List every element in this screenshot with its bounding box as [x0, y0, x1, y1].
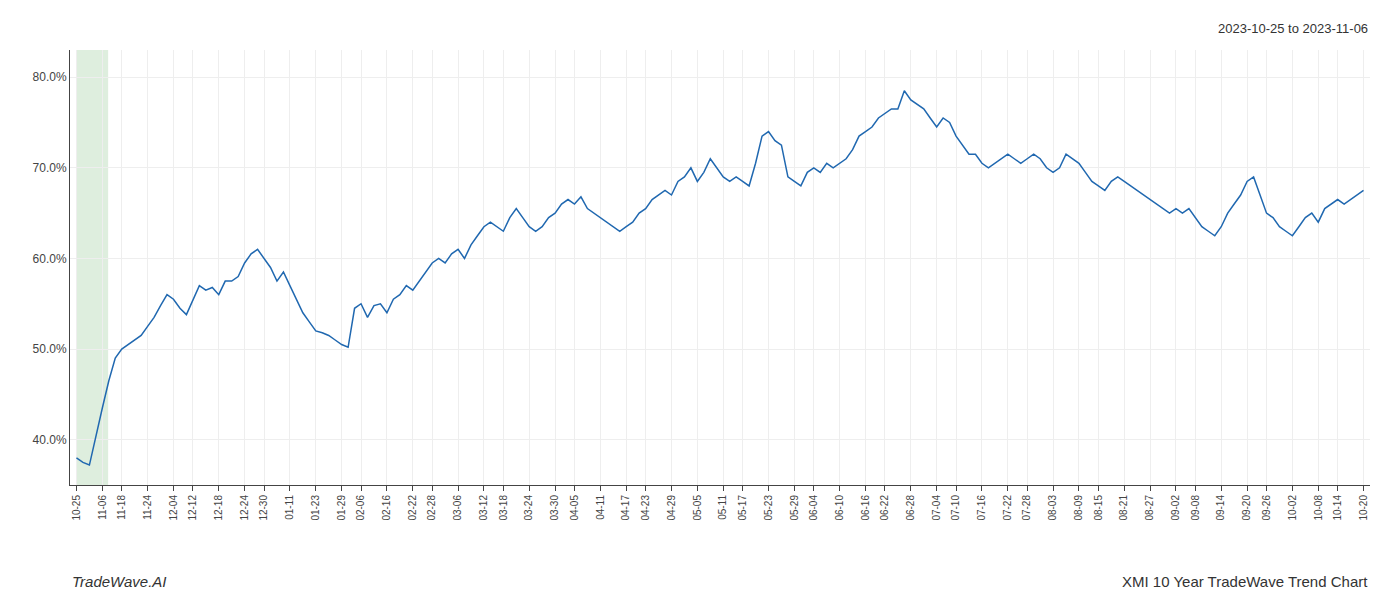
svg-text:08-21: 08-21: [1118, 495, 1129, 521]
svg-text:05-17: 05-17: [737, 495, 748, 521]
svg-text:09-08: 09-08: [1190, 495, 1201, 521]
svg-text:80.0%: 80.0%: [33, 70, 67, 84]
svg-text:01-29: 01-29: [336, 495, 347, 521]
svg-text:07-04: 07-04: [931, 495, 942, 521]
svg-text:03-24: 03-24: [523, 495, 534, 521]
svg-text:09-20: 09-20: [1241, 495, 1252, 521]
svg-text:08-27: 08-27: [1144, 495, 1155, 521]
svg-text:01-23: 01-23: [310, 495, 321, 521]
svg-text:02-22: 02-22: [407, 495, 418, 521]
svg-text:12-30: 12-30: [258, 495, 269, 521]
svg-text:06-16: 06-16: [860, 495, 871, 521]
svg-text:09-14: 09-14: [1215, 495, 1226, 521]
svg-text:04-17: 04-17: [620, 495, 631, 521]
svg-text:08-15: 08-15: [1093, 495, 1104, 521]
svg-text:40.0%: 40.0%: [33, 433, 67, 447]
svg-text:06-04: 06-04: [808, 495, 819, 521]
svg-text:05-29: 05-29: [789, 495, 800, 521]
svg-text:05-05: 05-05: [692, 495, 703, 521]
svg-text:06-28: 06-28: [905, 495, 916, 521]
svg-text:09-26: 09-26: [1261, 495, 1272, 521]
svg-text:03-30: 03-30: [549, 495, 560, 521]
svg-text:11-24: 11-24: [142, 495, 153, 520]
svg-text:12-18: 12-18: [213, 495, 224, 521]
svg-text:11-18: 11-18: [116, 495, 127, 520]
svg-text:10-25: 10-25: [71, 495, 82, 521]
svg-text:50.0%: 50.0%: [33, 342, 67, 356]
svg-text:12-24: 12-24: [239, 495, 250, 521]
svg-text:05-11: 05-11: [717, 495, 728, 520]
svg-text:10-20: 10-20: [1358, 495, 1369, 521]
svg-text:60.0%: 60.0%: [33, 252, 67, 266]
svg-text:2023-10-25 to 2023-11-06: 2023-10-25 to 2023-11-06: [1218, 21, 1368, 36]
svg-text:12-04: 12-04: [168, 495, 179, 521]
svg-text:XMI 10 Year TradeWave Trend Ch: XMI 10 Year TradeWave Trend Chart: [1122, 573, 1368, 590]
svg-text:10-14: 10-14: [1332, 495, 1343, 521]
svg-text:06-22: 06-22: [879, 495, 890, 521]
svg-text:TradeWave.AI: TradeWave.AI: [72, 573, 166, 590]
svg-text:04-29: 04-29: [666, 495, 677, 521]
svg-text:08-09: 08-09: [1073, 495, 1084, 521]
svg-text:07-28: 07-28: [1021, 495, 1032, 521]
svg-text:12-12: 12-12: [187, 495, 198, 521]
svg-text:03-18: 03-18: [498, 495, 509, 521]
svg-text:10-02: 10-02: [1287, 495, 1298, 521]
svg-text:02-28: 02-28: [426, 495, 437, 521]
svg-text:02-16: 02-16: [381, 495, 392, 521]
svg-text:04-11: 04-11: [595, 495, 606, 520]
svg-text:03-12: 03-12: [478, 495, 489, 521]
svg-text:04-23: 04-23: [640, 495, 651, 521]
svg-text:03-06: 03-06: [452, 495, 463, 521]
svg-text:07-22: 07-22: [1002, 495, 1013, 521]
svg-text:10-08: 10-08: [1313, 495, 1324, 521]
svg-text:01-11: 01-11: [284, 495, 295, 520]
svg-text:04-05: 04-05: [569, 495, 580, 521]
svg-text:08-03: 08-03: [1047, 495, 1058, 521]
svg-text:02-06: 02-06: [355, 495, 366, 521]
svg-text:70.0%: 70.0%: [33, 161, 67, 175]
svg-text:07-10: 07-10: [950, 495, 961, 521]
svg-text:06-10: 06-10: [834, 495, 845, 521]
svg-text:11-06: 11-06: [97, 495, 108, 520]
svg-text:09-02: 09-02: [1170, 495, 1181, 521]
svg-text:07-16: 07-16: [976, 495, 987, 521]
svg-text:05-23: 05-23: [763, 495, 774, 521]
